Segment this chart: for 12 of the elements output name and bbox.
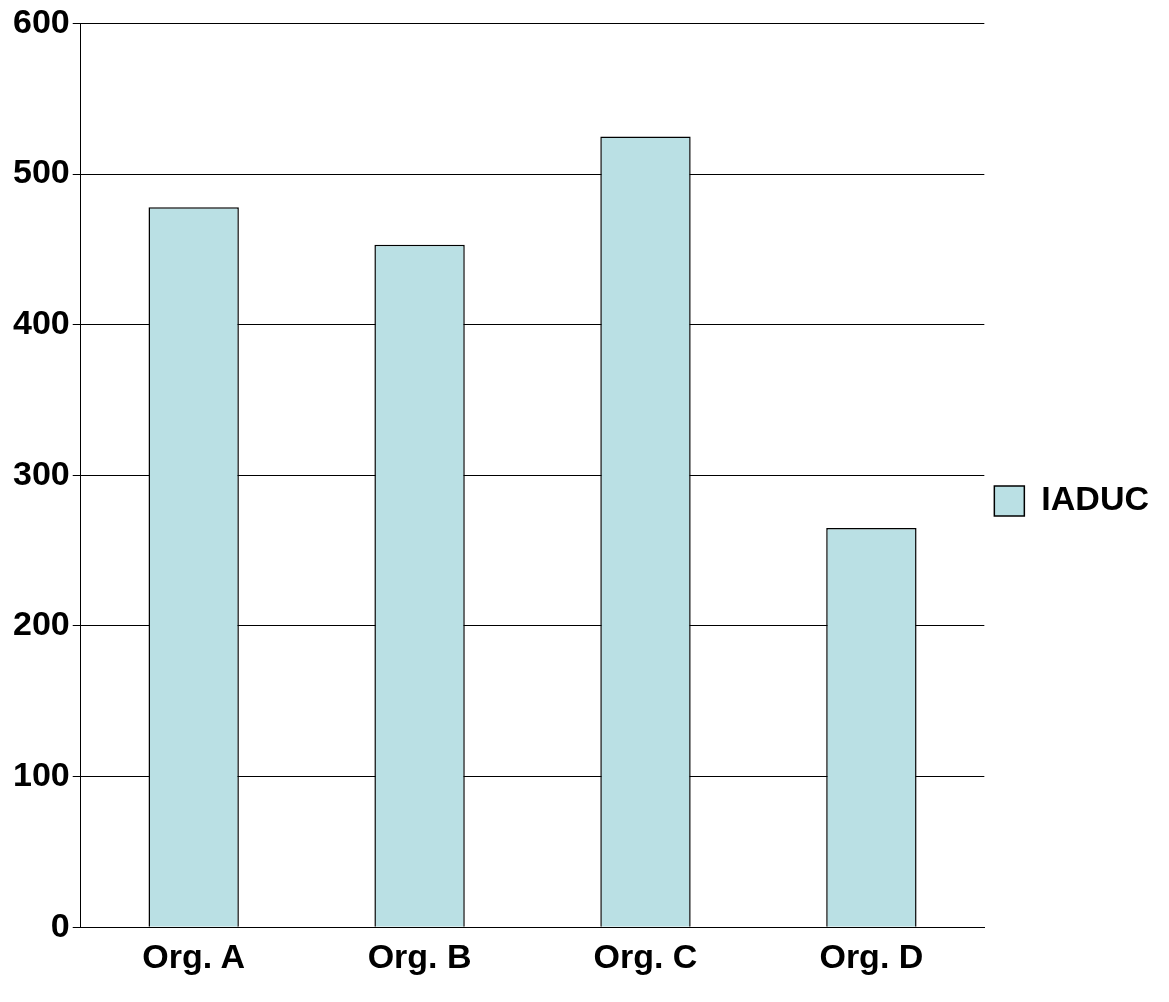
y-tick-label: 200: [12, 604, 70, 643]
x-tick-label: Org. D: [819, 936, 924, 975]
x-tick-label: Org. C: [593, 936, 698, 975]
y-tick-label: 300: [12, 453, 70, 492]
x-tick-label: Org. A: [142, 936, 245, 975]
legend-label: IADUC: [1041, 479, 1150, 518]
y-tick-label: 500: [12, 152, 70, 191]
y-tick-label: 400: [12, 303, 70, 342]
y-tick-label: 0: [50, 905, 70, 944]
x-tick-label: Org. B: [367, 936, 472, 975]
y-tick-label: 100: [12, 754, 70, 793]
y-tick-label: 600: [12, 1, 70, 40]
